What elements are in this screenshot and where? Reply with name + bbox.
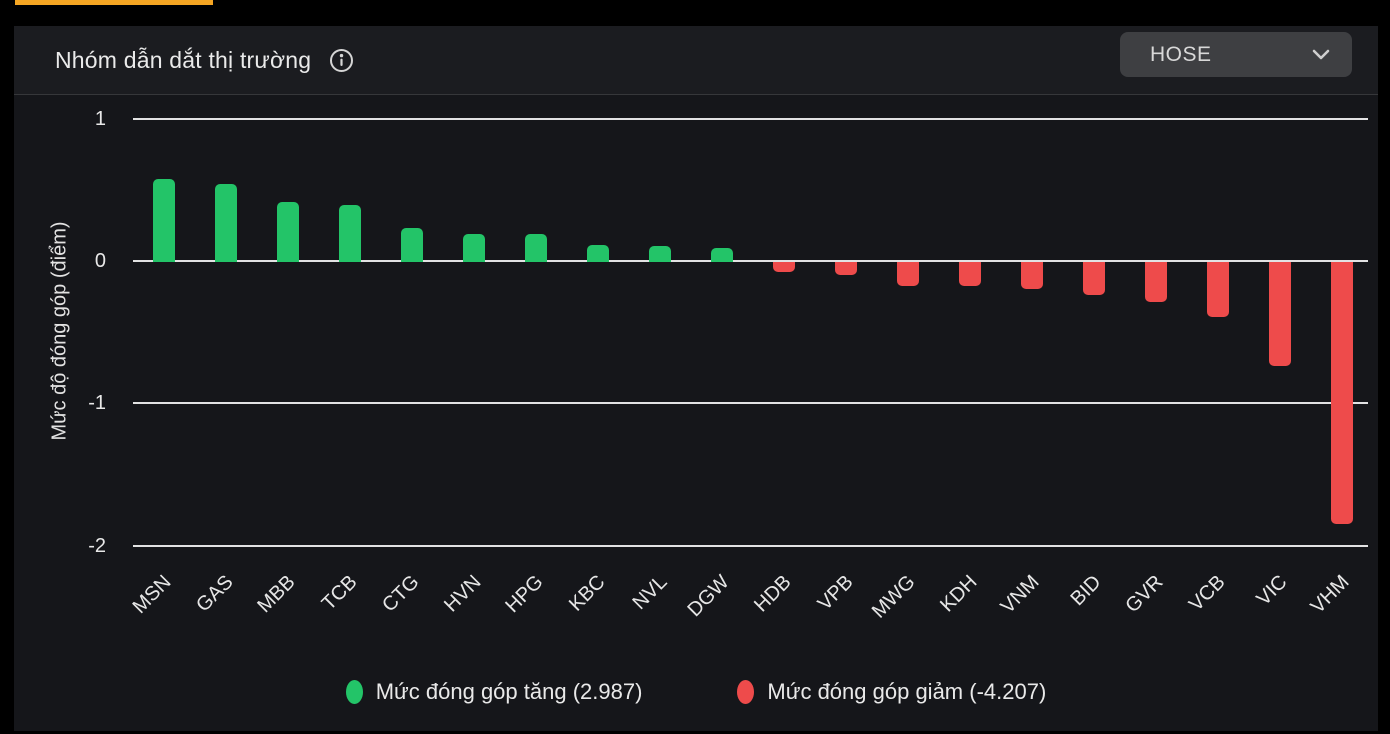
bar-vhm[interactable] — [1331, 262, 1353, 524]
contribution-bar-chart: Mức độ đóng góp (điểm) 1 0 -1 -2 MSN GAS MBB T… — [14, 96, 1378, 731]
active-tab-indicator — [15, 0, 213, 5]
y-tick-label: -2 — [88, 534, 106, 557]
y-tick-label: 0 — [94, 250, 106, 272]
panel-header: Nhóm dẫn dắt thị trường HOSE — [14, 26, 1378, 95]
bar-nvl[interactable] — [649, 246, 671, 262]
bar-hdb[interactable] — [773, 262, 795, 272]
bar-bid[interactable] — [1083, 262, 1105, 295]
gridline-y-1 — [133, 117, 1368, 120]
bar-mbb[interactable] — [277, 202, 299, 262]
bar-tcb[interactable] — [339, 205, 361, 262]
panel-title: Nhóm dẫn dắt thị trường — [55, 46, 312, 73]
bar-gvr[interactable] — [1145, 262, 1167, 302]
chart-legend: Mức đóng góp tăng (2.987) Mức đóng góp gi… — [14, 679, 1378, 705]
bar-msn[interactable] — [153, 179, 175, 262]
gridline-y-0 — [133, 260, 1368, 262]
bar-vcb[interactable] — [1207, 262, 1229, 318]
gridline-y--1 — [133, 402, 1368, 405]
bar-kdh[interactable] — [959, 262, 981, 287]
bar-vpb[interactable] — [835, 262, 857, 275]
bar-vnm[interactable] — [1021, 262, 1043, 290]
legend-item-increase[interactable]: Mức đóng góp tăng (2.987) — [345, 679, 643, 705]
market-leaders-panel: Nhóm dẫn dắt thị trường HOSE Mức độ đóng… — [14, 26, 1378, 731]
bar-ctg[interactable] — [401, 227, 423, 262]
legend-marker-icon — [737, 680, 755, 704]
chevron-down-icon — [1312, 49, 1330, 60]
info-circle-icon[interactable] — [328, 47, 355, 74]
bar-kbc[interactable] — [587, 244, 609, 262]
bar-gas[interactable] — [215, 183, 237, 262]
legend-label: Mức đóng góp tăng (2.987) — [375, 679, 643, 704]
bar-dgw[interactable] — [711, 247, 733, 262]
gridline-y--2 — [133, 544, 1368, 547]
exchange-dropdown-value: HOSE — [1150, 42, 1212, 66]
bar-mwg[interactable] — [897, 262, 919, 287]
bar-vic[interactable] — [1269, 262, 1291, 366]
legend-marker-icon — [345, 680, 363, 704]
legend-item-decrease[interactable]: Mức đóng góp giảm (-4.207) — [737, 679, 1046, 705]
bar-hpg[interactable] — [525, 233, 547, 262]
bar-hvn[interactable] — [463, 233, 485, 262]
y-tick-label: 1 — [94, 107, 106, 130]
y-tick-label: -1 — [88, 392, 106, 415]
exchange-dropdown[interactable]: HOSE — [1120, 32, 1352, 77]
legend-label: Mức đóng góp giảm (-4.207) — [767, 679, 1047, 704]
